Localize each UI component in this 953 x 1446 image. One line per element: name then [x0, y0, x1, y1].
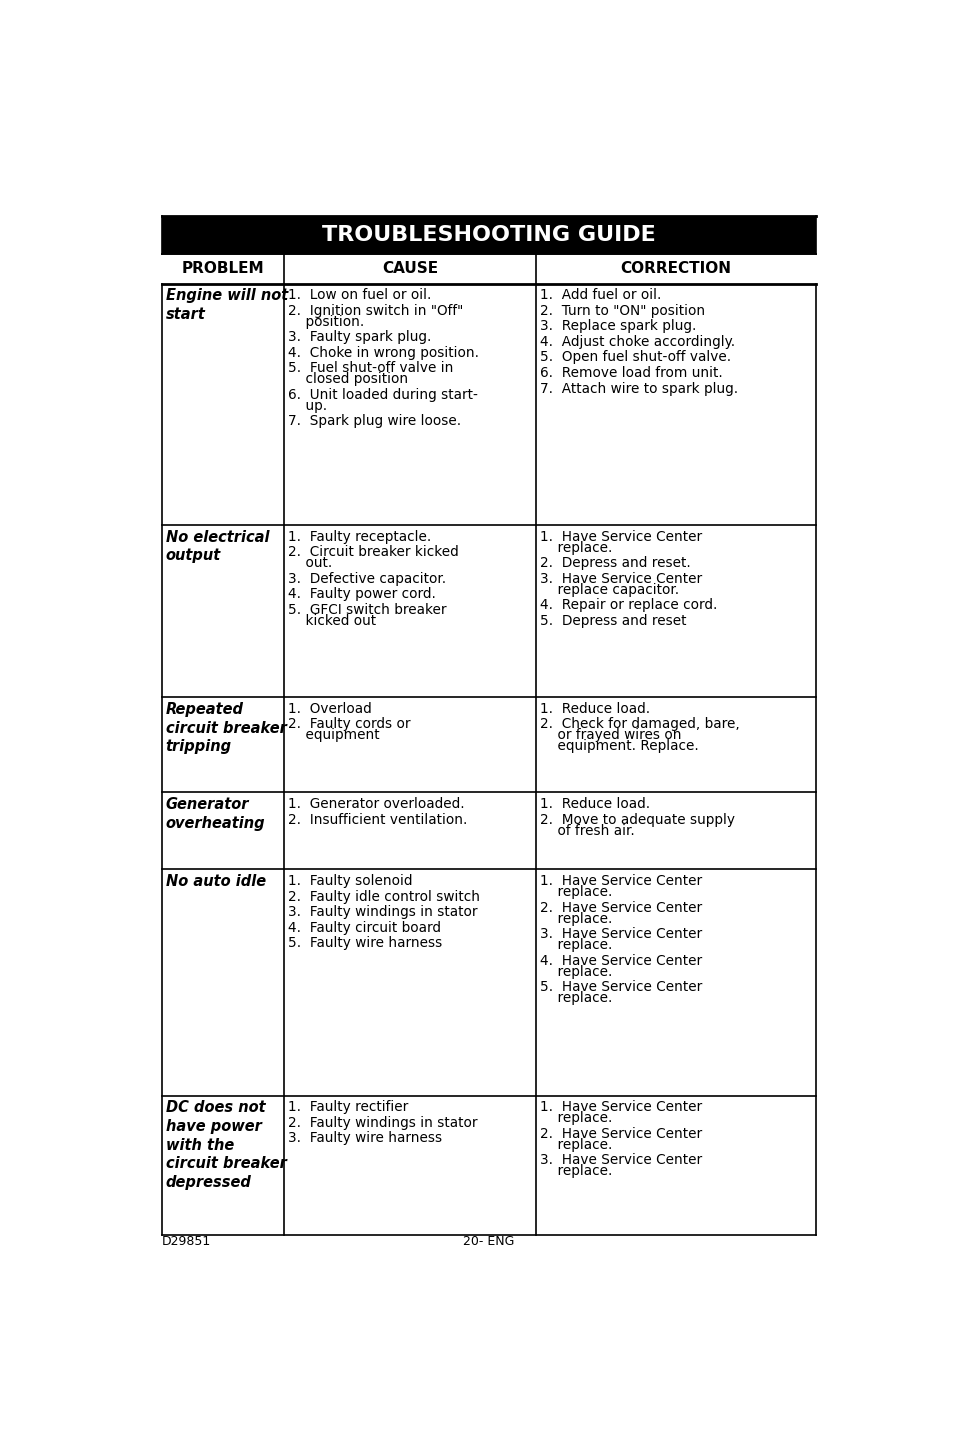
Text: 2.  Depress and reset.: 2. Depress and reset.	[539, 557, 690, 570]
Text: 3.  Have Service Center: 3. Have Service Center	[539, 1154, 701, 1167]
Text: TROUBLESHOOTING GUIDE: TROUBLESHOOTING GUIDE	[322, 226, 655, 246]
Text: 6.  Unit loaded during start-: 6. Unit loaded during start-	[288, 388, 477, 402]
Text: 5.  Depress and reset: 5. Depress and reset	[539, 615, 685, 628]
Text: 3.  Faulty wire harness: 3. Faulty wire harness	[288, 1131, 442, 1145]
Text: 1.  Generator overloaded.: 1. Generator overloaded.	[288, 797, 464, 811]
Text: DC does not
have power
with the
circuit breaker
depressed: DC does not have power with the circuit …	[166, 1100, 286, 1190]
Text: replace capacitor.: replace capacitor.	[539, 583, 679, 597]
Text: 2.  Faulty windings in stator: 2. Faulty windings in stator	[288, 1116, 477, 1129]
Text: Repeated
circuit breaker
tripping: Repeated circuit breaker tripping	[166, 701, 286, 755]
Text: 5.  Have Service Center: 5. Have Service Center	[539, 980, 701, 993]
Text: 2.  Move to adequate supply: 2. Move to adequate supply	[539, 813, 734, 827]
Text: No auto idle: No auto idle	[166, 873, 266, 889]
Text: 1.  Have Service Center: 1. Have Service Center	[539, 1100, 701, 1115]
Text: 1.  Faulty receptacle.: 1. Faulty receptacle.	[288, 529, 431, 544]
Text: 2.  Have Service Center: 2. Have Service Center	[539, 901, 701, 914]
Text: CAUSE: CAUSE	[381, 262, 437, 276]
Text: 5.  GFCI switch breaker: 5. GFCI switch breaker	[288, 603, 446, 617]
Text: Generator
overheating: Generator overheating	[166, 797, 265, 830]
Text: 20- ENG: 20- ENG	[463, 1235, 514, 1248]
Text: 2.  Insufficient ventilation.: 2. Insufficient ventilation.	[288, 813, 467, 827]
Text: 1.  Reduce load.: 1. Reduce load.	[539, 701, 649, 716]
Text: 5.  Fuel shut-off valve in: 5. Fuel shut-off valve in	[288, 362, 453, 376]
Text: 7.  Spark plug wire loose.: 7. Spark plug wire loose.	[288, 415, 460, 428]
Text: kicked out: kicked out	[288, 615, 375, 628]
Text: 2.  Faulty cords or: 2. Faulty cords or	[288, 717, 410, 732]
Text: 5.  Faulty wire harness: 5. Faulty wire harness	[288, 937, 442, 950]
Text: CORRECTION: CORRECTION	[619, 262, 731, 276]
Text: 4.  Adjust choke accordingly.: 4. Adjust choke accordingly.	[539, 335, 734, 348]
Text: 2.  Have Service Center: 2. Have Service Center	[539, 1126, 701, 1141]
Text: 3.  Faulty spark plug.: 3. Faulty spark plug.	[288, 330, 431, 344]
Text: or frayed wires on: or frayed wires on	[539, 729, 680, 742]
Text: 1.  Faulty solenoid: 1. Faulty solenoid	[288, 873, 412, 888]
Text: 1.  Have Service Center: 1. Have Service Center	[539, 529, 701, 544]
Text: 3.  Defective capacitor.: 3. Defective capacitor.	[288, 571, 446, 586]
Text: Engine will not
start: Engine will not start	[166, 288, 288, 322]
Text: closed position: closed position	[288, 373, 408, 386]
Text: 6.  Remove load from unit.: 6. Remove load from unit.	[539, 366, 721, 380]
Text: 1.  Reduce load.: 1. Reduce load.	[539, 797, 649, 811]
Text: replace.: replace.	[539, 911, 612, 925]
Text: 2.  Circuit breaker kicked: 2. Circuit breaker kicked	[288, 545, 458, 560]
Text: position.: position.	[288, 315, 364, 328]
Text: 3.  Faulty windings in stator: 3. Faulty windings in stator	[288, 905, 477, 920]
Text: 4.  Repair or replace cord.: 4. Repair or replace cord.	[539, 599, 717, 612]
Text: replace.: replace.	[539, 964, 612, 979]
Text: 1.  Overload: 1. Overload	[288, 701, 372, 716]
Text: 4.  Faulty circuit board: 4. Faulty circuit board	[288, 921, 440, 934]
Text: replace.: replace.	[539, 1112, 612, 1125]
Text: 7.  Attach wire to spark plug.: 7. Attach wire to spark plug.	[539, 382, 738, 396]
Text: 2.  Turn to "ON" position: 2. Turn to "ON" position	[539, 304, 704, 318]
Text: 3.  Have Service Center: 3. Have Service Center	[539, 571, 701, 586]
Text: up.: up.	[288, 399, 327, 414]
Text: replace.: replace.	[539, 1164, 612, 1178]
Text: replace.: replace.	[539, 885, 612, 899]
Text: equipment: equipment	[288, 729, 379, 742]
Text: 4.  Faulty power cord.: 4. Faulty power cord.	[288, 587, 436, 602]
Text: 1.  Have Service Center: 1. Have Service Center	[539, 873, 701, 888]
Text: out.: out.	[288, 557, 332, 570]
Text: 1.  Faulty rectifier: 1. Faulty rectifier	[288, 1100, 408, 1115]
Text: 1.  Low on fuel or oil.: 1. Low on fuel or oil.	[288, 288, 431, 302]
Text: 3.  Replace spark plug.: 3. Replace spark plug.	[539, 320, 696, 334]
Text: 2.  Faulty idle control switch: 2. Faulty idle control switch	[288, 889, 479, 904]
Text: replace.: replace.	[539, 938, 612, 951]
Text: 2.  Check for damaged, bare,: 2. Check for damaged, bare,	[539, 717, 739, 732]
Text: 5.  Open fuel shut-off valve.: 5. Open fuel shut-off valve.	[539, 350, 730, 364]
Bar	[162, 215, 815, 254]
Text: replace.: replace.	[539, 1138, 612, 1152]
Text: replace.: replace.	[539, 991, 612, 1005]
Text: 2.  Ignition switch in "Off": 2. Ignition switch in "Off"	[288, 304, 463, 318]
Text: PROBLEM: PROBLEM	[181, 262, 264, 276]
Text: D29851: D29851	[162, 1235, 211, 1248]
Text: replace.: replace.	[539, 541, 612, 555]
Text: No electrical
output: No electrical output	[166, 529, 269, 564]
Text: of fresh air.: of fresh air.	[539, 824, 634, 837]
Text: 4.  Choke in wrong position.: 4. Choke in wrong position.	[288, 346, 478, 360]
Text: 1.  Add fuel or oil.: 1. Add fuel or oil.	[539, 288, 660, 302]
Text: equipment. Replace.: equipment. Replace.	[539, 739, 698, 753]
Text: 3.  Have Service Center: 3. Have Service Center	[539, 927, 701, 941]
Text: 4.  Have Service Center: 4. Have Service Center	[539, 953, 701, 967]
